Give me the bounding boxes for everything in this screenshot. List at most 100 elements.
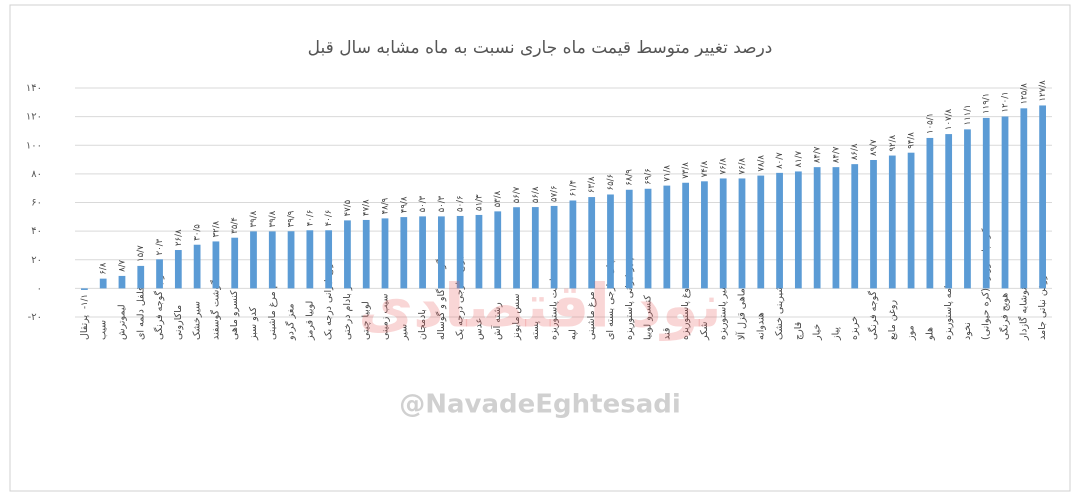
bar [174,250,182,289]
value-label: ۱۲۰/۱ [1001,91,1011,112]
x-tick-label: برنج ایرانی درجه یک [323,260,334,340]
bar [607,194,614,289]
value-label: ۶۵/۶ [606,174,616,191]
x-tick-label: برنج خارجی درجه یک [455,256,466,340]
value-label: ۶۳/۸ [587,176,597,193]
bar [81,288,88,290]
bar [494,211,502,289]
x-tick-label: موز [906,325,917,341]
x-tick-label: قند [661,328,672,340]
x-tick-label: لوبیا چیتی [361,301,372,340]
value-label: ۵۰/۳ [418,195,428,212]
x-tick-label: گوجه فرنگی [867,291,879,340]
value-label: ۱۰۷/۸ [944,109,954,131]
bar [437,216,445,289]
bar [569,200,577,289]
bar [325,230,333,289]
x-tick-label: گوشت گوسفند [209,280,221,340]
x-tick-label: دوغ پاستوریزه [680,284,691,340]
value-label: ۲۰/۳ [155,238,165,255]
value-label: ۴۷/۸ [362,199,372,216]
bar [719,178,727,289]
watermark: @NavadeEghtesadi [399,390,681,420]
bar [193,244,201,289]
value-label: ۵۱/۳ [474,194,484,211]
value-label: ۸/۷ [117,259,127,271]
value-label: ۱۱۱/۱ [963,104,973,125]
value-label: ۱۲۷/۸ [1038,80,1048,102]
value-label: ۳۲/۸ [211,220,221,237]
x-tick-label: روغن مایع [887,300,898,340]
bar [625,189,633,289]
y-tick-label: ۴۰ [31,226,42,237]
value-label: ۳۹/۸ [268,210,278,227]
value-label: ۳۹/۸ [249,210,259,227]
bar [156,259,163,289]
bar [419,216,426,289]
bar [344,220,351,289]
x-tick-label: سیرخشک [192,301,203,340]
y-tick-label: ۱۴۰ [26,83,42,94]
value-label: ۵۰/۳ [437,195,447,212]
bar [588,197,596,289]
value-label: ۸۶/۸ [850,143,860,160]
watermark-logo-text: نود اقتصادی [358,272,722,342]
value-label: ۵۶/۷ [512,186,522,203]
bar [1001,116,1009,289]
bar [776,172,783,289]
y-tick-label: ۸۰ [31,169,42,180]
value-label: ۱۰۵/۱ [925,113,935,134]
x-tick-label: شیرینی خشک [774,285,785,340]
bar [513,207,520,289]
value-label: ۹۴/۸ [907,132,917,149]
bar [137,265,145,289]
x-tick-label: کنسرو ماهی [229,290,240,340]
x-tick-label: کدو سبز [248,306,259,341]
y-tick-label: ۱۰۰ [26,140,42,151]
value-label: ۴۹/۸ [399,196,409,213]
x-tick-label: خامه پاستوریزه [943,279,954,340]
value-label: ۷۶/۸ [719,157,729,174]
x-tick-label: لپه [567,329,578,340]
value-label: ۷۳/۸ [681,162,691,179]
x-tick-label: لیموترش [116,304,127,340]
value-label: ۳۹/۹ [287,210,297,227]
bar [212,241,220,289]
bar [870,159,877,289]
value-label: ۴۷/۵ [343,199,353,216]
bar [381,218,389,289]
value-label: ۱۱۹/۱ [982,93,992,114]
x-tick-label: خیار [812,324,823,341]
x-tick-label: خربزه [849,316,860,340]
x-tick-label: مرغ ماشینی [586,291,597,340]
value-label: ۸۴/۷ [813,146,823,163]
x-tick-label: شکر [699,322,710,341]
bar [964,129,971,289]
x-tick-label: پرتقال [79,315,90,340]
y-tick-label: -۲۰ [28,312,42,323]
bar [945,134,953,289]
x-tick-label: سیب [98,320,109,340]
x-tick-label: شیر پاستوریزه [718,282,729,340]
y-tick-label: ۱۲۰ [26,112,42,123]
value-label: ۱۲۵/۸ [1019,83,1029,105]
x-tick-label: رشته آش [490,302,503,340]
value-label: ۸۰/۷ [775,152,785,169]
x-tick-label: عدس [473,318,484,340]
value-label: ۶۸/۹ [625,169,635,186]
bar [982,117,990,289]
y-tick-label: ۰ [37,283,42,294]
y-tick-label: ۲۰ [31,255,42,266]
x-tick-label: ماهی قزل آلا [734,288,747,340]
value-label: ۸۱/۷ [794,150,804,167]
x-tick-label: بادمجان [417,309,428,340]
x-tick-label: مغز گردو [285,303,297,341]
value-label: ۵۷/۶ [550,185,560,202]
x-tick-label: ماکارونی [173,305,184,340]
value-label: ۸۹/۷ [869,139,879,156]
value-label: ۷۸/۸ [756,155,766,172]
bar [118,275,126,289]
bar [851,164,859,289]
x-tick-label: قارچ [793,322,804,340]
